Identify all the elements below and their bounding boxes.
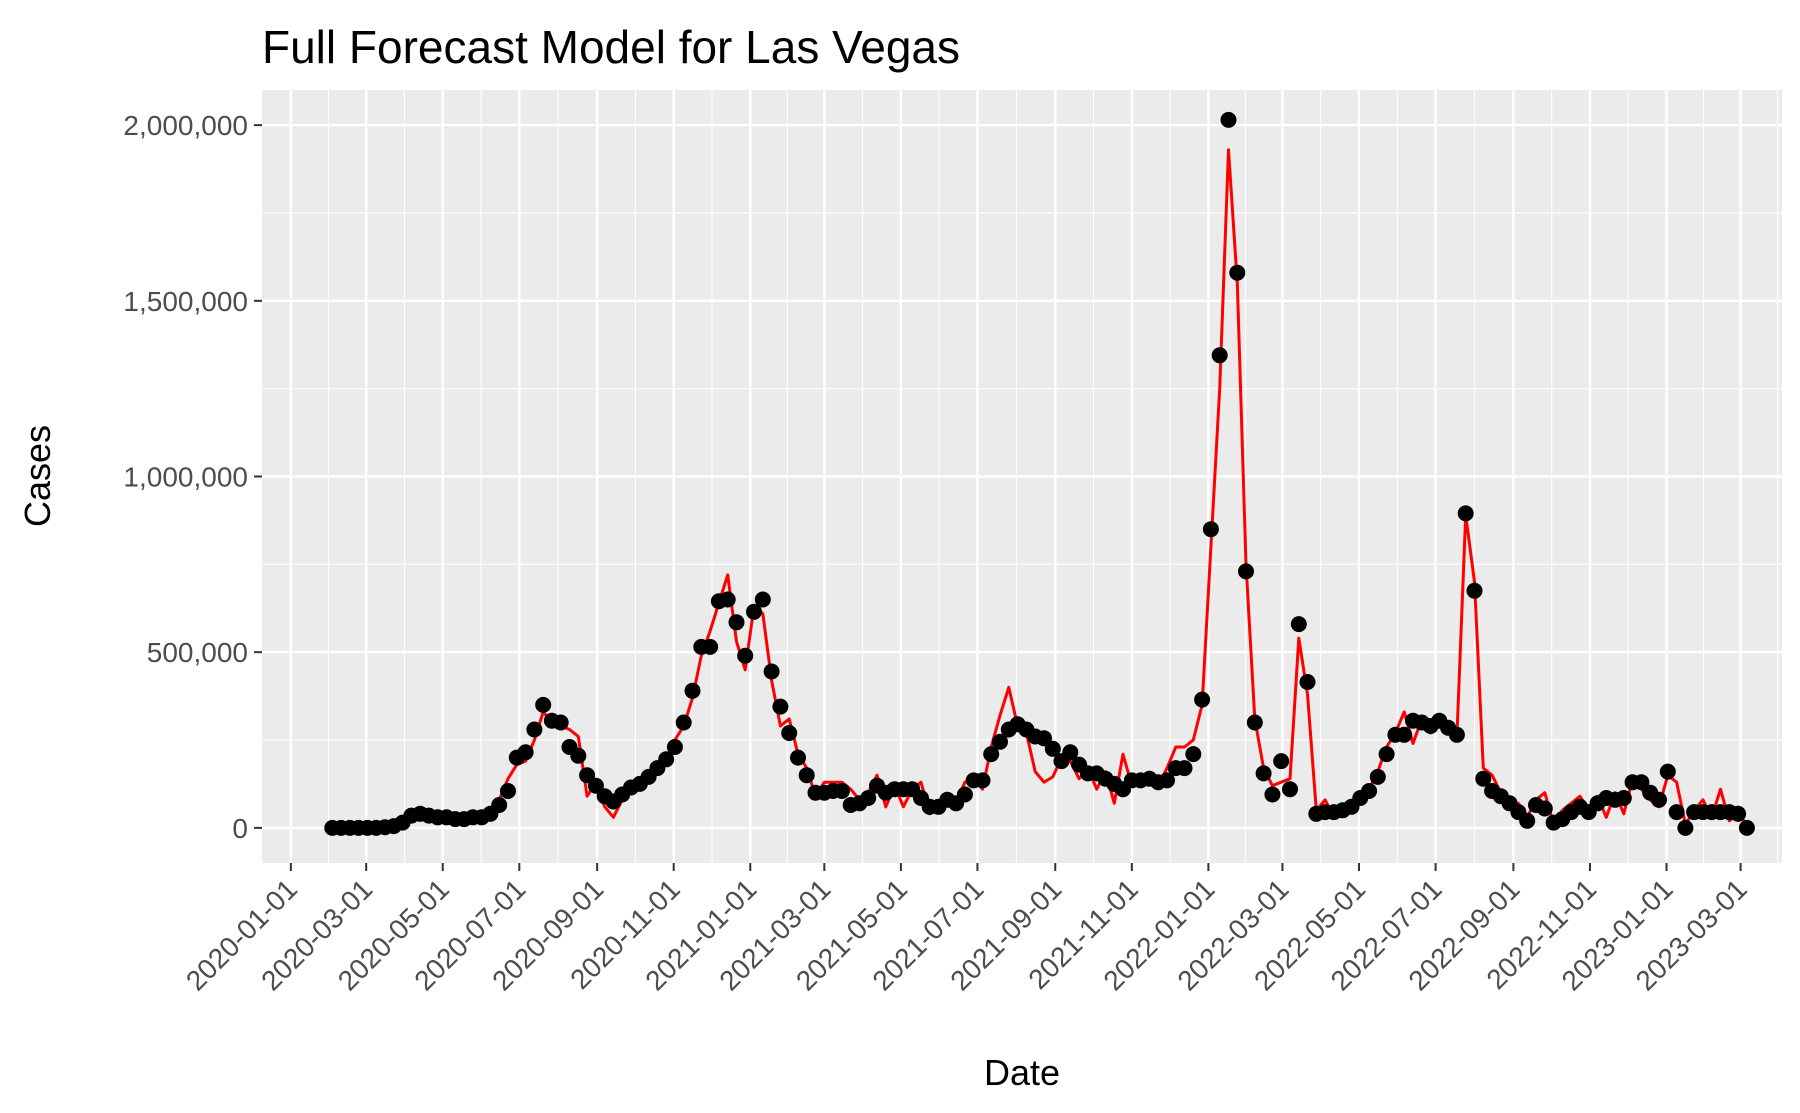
observed-point [860,790,877,806]
y-tick-label: 500,000 [147,637,248,668]
x-axis-title: Date [984,1052,1060,1093]
observed-point [552,714,569,731]
observed-point [579,767,596,784]
chart-title: Full Forecast Model for Las Vegas [262,21,960,73]
observed-point [1378,746,1395,763]
observed-point [666,739,683,755]
y-tick-label: 1,500,000 [123,286,248,317]
observed-point [781,725,798,741]
series-layer [324,111,1755,836]
observed-point [1536,800,1553,817]
observed-point [675,714,692,731]
observed-point [1677,819,1694,836]
observed-point [1730,805,1747,822]
observed-point [719,591,736,608]
observed-point [1475,770,1492,787]
observed-point [1159,772,1175,789]
observed-point [1062,744,1079,761]
observed-point [992,733,1008,750]
y-tick-label: 1,000,000 [123,462,248,493]
y-tick-label: 0 [232,813,248,844]
observed-point [754,591,771,608]
observed-point [1220,111,1237,128]
observed-point [1651,791,1667,808]
observed-point [1396,726,1413,743]
observed-point [526,721,543,738]
observed-point [798,767,815,784]
observed-point [1282,781,1298,798]
observed-point [1448,726,1465,743]
observed-point [517,744,534,761]
observed-point [1194,691,1211,708]
observed-point [956,786,973,803]
observed-point [1738,819,1755,836]
observed-point [1273,753,1290,770]
observed-point [1185,746,1202,763]
observed-point [658,751,675,768]
observed-point [587,777,604,794]
observed-point [1238,563,1254,580]
observed-point [974,772,991,789]
observed-point [491,797,508,813]
observed-point [1457,505,1474,522]
observed-point [763,663,780,680]
y-tick-label: 2,000,000 [123,110,248,141]
observed-point [746,603,762,620]
observed-point [570,747,587,764]
observed-point [1176,760,1193,777]
observed-point [1633,774,1650,791]
observed-point [1290,616,1307,633]
observed-point [1202,521,1219,538]
observed-point [1229,264,1246,281]
observed-point [1264,786,1281,803]
observed-point [1369,768,1386,785]
observed-point [1519,812,1536,829]
observed-point [1668,804,1685,821]
observed-point [1615,790,1632,806]
observed-point [1246,714,1263,731]
observed-point [790,749,806,766]
observed-point [1466,582,1483,599]
observed-point [983,746,1000,763]
y-axis-title: Cases [17,425,58,527]
observed-point [684,682,701,699]
y-axis: 0 500,000 1,000,000 1,500,000 2,000,000 [123,110,262,844]
observed-point [728,614,745,631]
observed-point [772,698,789,715]
x-axis: 2020-01-012020-03-012020-05-012020-07-01… [180,863,1753,997]
major-gridlines [262,90,1782,863]
observed-point [1211,347,1228,364]
observed-point [702,638,719,655]
observed-point [1361,783,1378,799]
observed-point [535,696,552,713]
observed-point [1255,765,1272,782]
observed-point [833,783,850,799]
observed-point [1659,763,1676,780]
observed-point [1044,740,1061,757]
observed-point [737,647,754,664]
observed-point [500,783,516,799]
observed-point [1036,730,1052,747]
observed-point [1299,674,1316,690]
